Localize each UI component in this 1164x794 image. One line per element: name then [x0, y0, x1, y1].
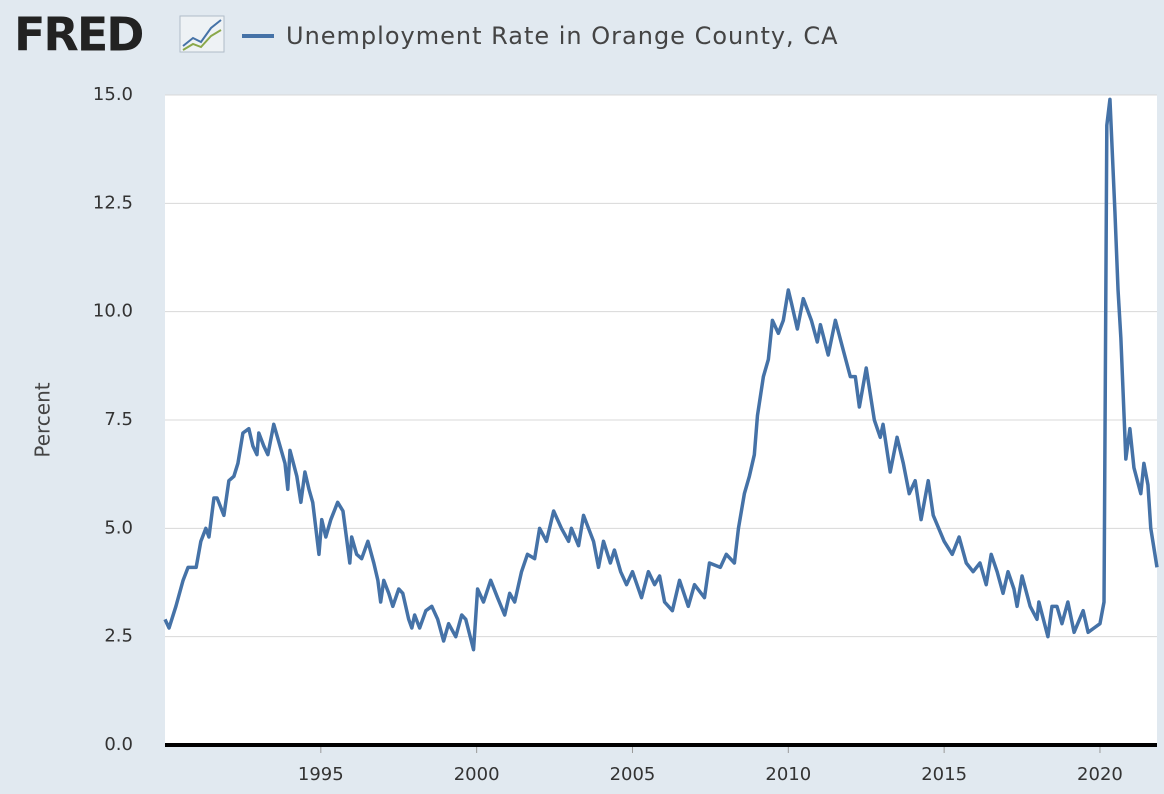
data-line: [163, 97, 1159, 652]
x-tick-label: 2020: [1077, 764, 1123, 785]
logo-icon: [179, 15, 225, 53]
y-tick-label: 5.0: [104, 517, 133, 538]
logo: FRED: [14, 8, 142, 62]
legend-label: Unemployment Rate in Orange County, CA: [286, 22, 839, 50]
x-tick-label: 2015: [921, 764, 967, 785]
y-tick-label: 10.0: [93, 301, 133, 322]
y-tick-label: 7.5: [104, 409, 133, 430]
y-tick-label: 0.0: [104, 734, 133, 755]
y-tick-label: 15.0: [93, 84, 133, 105]
x-tick-label: 1995: [298, 764, 344, 785]
x-tick-label: 2010: [765, 764, 811, 785]
x-tick-label: 2005: [610, 764, 656, 785]
y-tick-label: 2.5: [104, 626, 133, 647]
x-tick-label: 2000: [454, 764, 500, 785]
y-axis-label: Percent: [31, 382, 55, 457]
y-tick-label: 12.5: [93, 192, 133, 213]
